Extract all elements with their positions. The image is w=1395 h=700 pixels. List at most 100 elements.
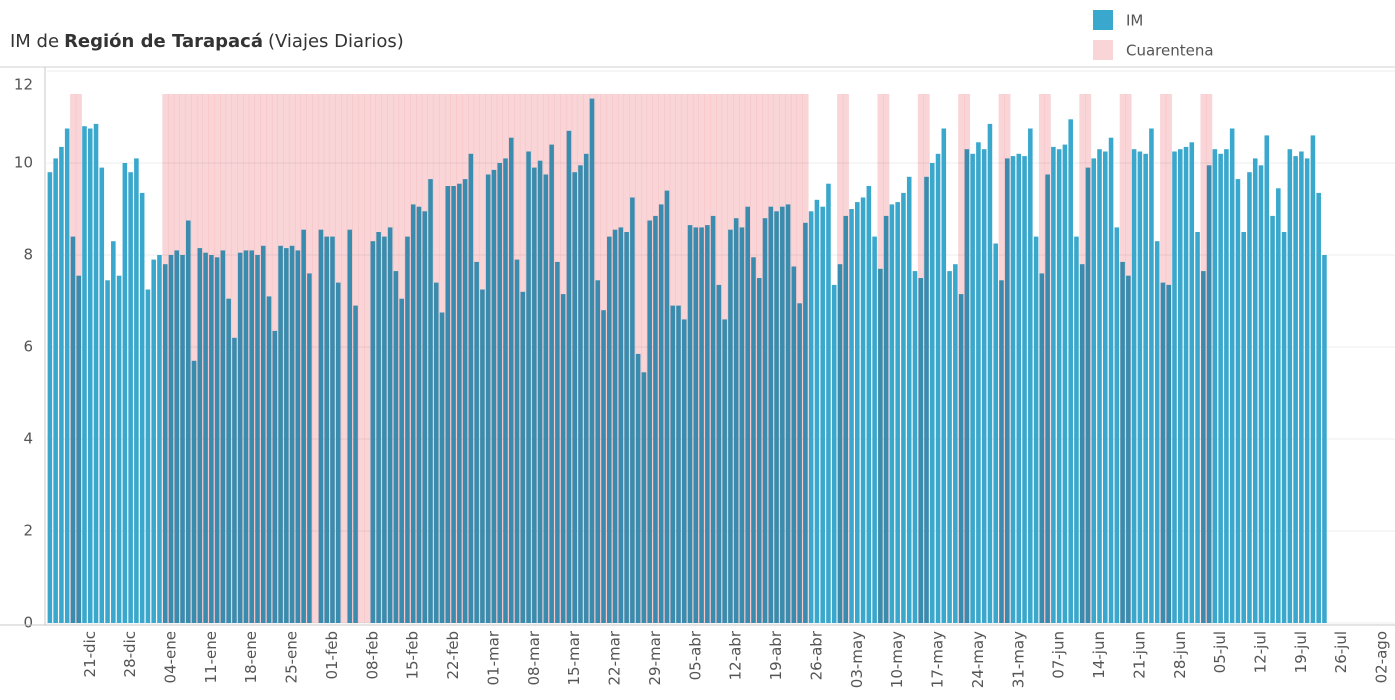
x-tick-label: 26-abr	[807, 630, 825, 680]
quarantine-band	[537, 94, 544, 623]
quarantine-band	[566, 94, 573, 623]
x-tick-label: 22-mar	[606, 630, 624, 685]
bar	[145, 289, 151, 623]
x-tick-label: 19-jul	[1292, 631, 1310, 673]
bar	[849, 209, 854, 623]
bar	[157, 255, 162, 623]
bar	[906, 176, 912, 624]
y-tick-label: 2	[23, 522, 33, 540]
quarantine-band	[75, 94, 82, 623]
quarantine-band	[444, 94, 452, 623]
quarantine-band	[306, 94, 313, 623]
x-tick-label: 01-mar	[484, 630, 502, 685]
y-tick-label: 8	[23, 246, 33, 264]
quarantine-band	[1044, 94, 1051, 623]
bar	[1183, 146, 1189, 623]
bar	[1247, 172, 1252, 623]
quarantine-band	[606, 94, 613, 623]
x-tick-label: 28-dic	[121, 631, 139, 677]
x-tick-label: 05-jul	[1211, 631, 1229, 673]
quarantine-band	[231, 94, 238, 623]
quarantine-band	[491, 94, 498, 623]
bar	[151, 259, 156, 623]
quarantine-band	[346, 94, 353, 623]
quarantine-band	[439, 94, 446, 623]
quarantine-band	[369, 94, 377, 623]
x-tick-label: 12-abr	[727, 630, 745, 680]
legend-swatch	[1093, 10, 1113, 30]
quarantine-band	[710, 94, 717, 623]
quarantine-band	[577, 94, 584, 623]
bar	[912, 271, 918, 623]
quarantine-band	[744, 94, 751, 623]
bar	[134, 158, 139, 623]
bar	[935, 153, 941, 624]
quarantine-band	[485, 94, 492, 623]
bar	[1218, 153, 1223, 624]
x-tick-label: 18-ene	[242, 631, 260, 683]
bar	[1051, 146, 1056, 623]
x-tick-label: 11-ene	[202, 631, 220, 683]
bar	[87, 128, 93, 623]
bar	[1033, 236, 1039, 623]
quarantine-band	[612, 94, 619, 623]
bar	[1177, 149, 1183, 623]
quarantine-band	[341, 94, 348, 623]
bar	[1149, 128, 1154, 623]
quarantine-band	[318, 94, 325, 623]
quarantine-band	[427, 94, 434, 623]
bar	[1316, 192, 1321, 623]
quarantine-band	[623, 94, 630, 623]
quarantine-band	[802, 94, 809, 623]
x-tick-label: 14-jun	[1090, 631, 1108, 679]
quarantine-band	[220, 94, 227, 623]
quarantine-band	[208, 94, 215, 623]
quarantine-band	[1038, 94, 1046, 623]
bar	[1235, 179, 1241, 623]
bar	[826, 183, 831, 623]
bar	[1212, 149, 1218, 623]
quarantine-band	[635, 94, 642, 623]
bar	[1097, 149, 1102, 623]
bar	[1189, 142, 1195, 624]
quarantine-band	[248, 94, 255, 623]
bar	[1281, 232, 1287, 623]
quarantine-band	[387, 94, 394, 623]
quarantine-band	[416, 94, 423, 623]
bar	[1114, 227, 1120, 623]
quarantine-band	[531, 94, 538, 623]
bar	[1016, 153, 1022, 624]
title-part: IM de	[10, 31, 59, 52]
quarantine-band	[762, 94, 769, 623]
quarantine-band	[300, 94, 307, 623]
quarantine-band	[168, 94, 175, 623]
quarantine-band	[381, 94, 388, 623]
chart-title: IM de Región de Tarapacá (Viajes Diarios)	[10, 31, 404, 52]
bar	[1270, 215, 1275, 623]
bar	[1131, 149, 1137, 623]
quarantine-band	[352, 94, 359, 623]
bar	[82, 126, 87, 623]
quarantine-band	[462, 94, 469, 623]
y-tick-label: 4	[23, 430, 33, 448]
x-tick-label: 08-mar	[525, 630, 543, 685]
bar	[1310, 135, 1316, 623]
y-tick-label: 12	[14, 76, 33, 94]
bar	[872, 236, 877, 623]
quarantine-band	[785, 94, 792, 623]
quarantine-band	[162, 94, 169, 623]
bar	[976, 142, 981, 624]
quarantine-band	[70, 94, 77, 623]
bar	[831, 284, 837, 623]
quarantine-band	[398, 94, 405, 623]
quarantine-band	[173, 94, 180, 623]
quarantine-band	[185, 94, 192, 623]
bar	[1322, 255, 1327, 623]
bar	[116, 275, 122, 623]
bar	[866, 186, 872, 623]
x-tick-label: 15-mar	[565, 630, 583, 685]
quarantine-band	[571, 94, 578, 623]
quarantine-band	[214, 94, 221, 623]
quarantine-band	[554, 94, 561, 623]
quarantine-band	[681, 94, 688, 623]
